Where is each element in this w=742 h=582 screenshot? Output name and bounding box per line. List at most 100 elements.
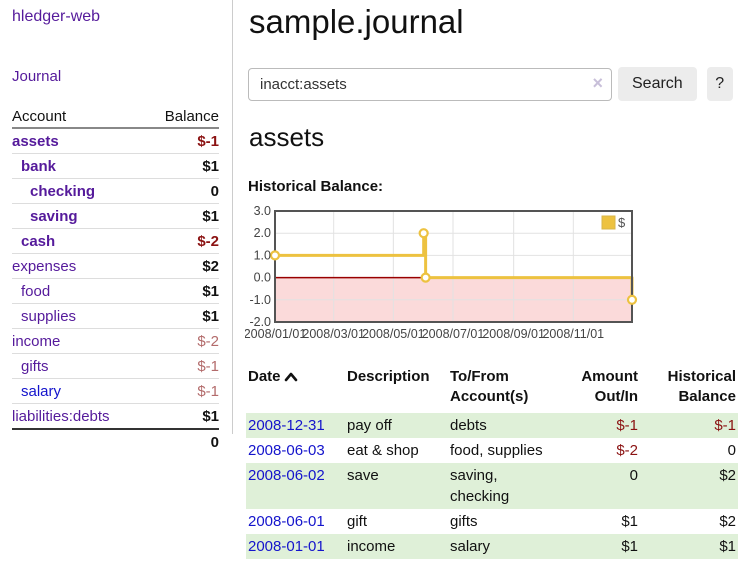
transaction-description: gift	[347, 513, 368, 531]
transaction-balance: $2	[719, 513, 736, 531]
sidebar-account-link-checking[interactable]: checking	[30, 182, 96, 200]
sidebar-account-link-liabilities-debts[interactable]: liabilities:debts	[12, 407, 110, 425]
transaction-balance: $2	[640, 463, 738, 510]
sidebar-account-link-supplies[interactable]: supplies	[21, 307, 77, 325]
svg-text:-2.0: -2.0	[249, 315, 271, 329]
transaction-amount: $1	[560, 534, 640, 560]
col-accounts: To/From Account(s)	[450, 368, 529, 406]
transaction-accounts: gifts	[450, 513, 478, 531]
svg-text:-1.0: -1.0	[249, 293, 271, 307]
sidebar-account-row: expenses $2	[12, 253, 219, 278]
sidebar-account-row: liabilities:debts $1	[12, 403, 219, 428]
transaction-amount: 0	[560, 463, 640, 510]
account-balance: $1	[202, 207, 219, 225]
col-date[interactable]: Date	[246, 363, 345, 413]
sidebar-account-row: bank $1	[12, 153, 219, 178]
account-balance: $1	[202, 407, 219, 425]
register-row: 2008-06-02 save saving, checking 0 $2	[246, 463, 738, 510]
transaction-amount: $-2	[616, 442, 638, 460]
transaction-date-link[interactable]: 2008-06-02	[248, 467, 325, 485]
transaction-date-link[interactable]: 2008-06-03	[248, 442, 325, 460]
svg-text:1.0: 1.0	[254, 249, 271, 263]
transaction-accounts: debts	[448, 413, 560, 439]
svg-text:2008/11/01: 2008/11/01	[542, 327, 604, 341]
sidebar-account-row: salary $-1	[12, 378, 219, 403]
svg-text:$: $	[618, 215, 626, 230]
sidebar-accounts-body: assets $-1 bank $1 checking 0 saving $1 cash $-2 e…	[12, 129, 219, 428]
transaction-balance: $1	[640, 534, 738, 560]
accounts-col-balance: Balance	[164, 108, 219, 125]
page-title: sample.journal	[249, 3, 464, 40]
sidebar-account-row: checking 0	[12, 178, 219, 203]
sidebar-account-row: food $1	[12, 278, 219, 303]
accounts-table-header: Account Balance	[12, 103, 219, 129]
sidebar-account-link-income[interactable]: income	[12, 332, 61, 350]
register-header-row: Date Description To/From Account(s) Amou…	[246, 363, 738, 413]
sidebar-account-link-gifts[interactable]: gifts	[21, 357, 49, 375]
sidebar-account-link-food[interactable]: food	[21, 282, 51, 300]
register-table: Date Description To/From Account(s) Amou…	[246, 363, 738, 560]
transaction-date-link[interactable]: 2008-12-31	[248, 417, 325, 435]
account-balance: $-2	[197, 232, 219, 250]
accounts-table: Account Balance assets $-1 bank $1 checking 0…	[12, 103, 219, 454]
register-row: 2008-12-31 pay off debts $-1 $-1	[246, 413, 738, 439]
register-row: 2008-06-01 gift gifts $1 $2	[246, 509, 738, 534]
accounts-total-value: 0	[210, 433, 219, 451]
account-balance: $1	[202, 282, 219, 300]
svg-text:2008/09/01: 2008/09/01	[482, 327, 545, 341]
transaction-date-link[interactable]: 2008-06-01	[248, 513, 325, 531]
transaction-amount: $-1	[560, 413, 640, 439]
account-balance: $1	[202, 307, 219, 325]
brand-link[interactable]: hledger-web	[12, 8, 101, 25]
historical-balance-chart: $3.0 2.0 1.0 0.0 -1.0 -2.0 2008/01/01 2008/03/0…	[244, 204, 742, 349]
account-balance: $2	[202, 257, 219, 275]
search-form: × Search ?	[248, 67, 738, 102]
svg-text:2008/01/01: 2008/01/01	[245, 327, 306, 341]
register-row: 2008-06-03 eat & shop food, supplies $-2 0	[246, 438, 738, 463]
account-balance: $-1	[197, 132, 219, 150]
sidebar-account-row: supplies $1	[12, 303, 219, 328]
sidebar-account-link-bank[interactable]: bank	[21, 157, 57, 175]
transaction-date-link[interactable]: 2008-01-01	[248, 538, 325, 556]
main-content: sample.journal × Search ? assets Histori…	[244, 0, 738, 560]
account-balance: $-1	[197, 382, 219, 400]
search-button[interactable]: Search	[618, 67, 697, 102]
svg-text:2.0: 2.0	[254, 226, 271, 240]
account-heading: assets	[249, 122, 325, 153]
transaction-accounts: saving, checking	[448, 463, 560, 510]
svg-text:2008/07/01: 2008/07/01	[422, 327, 485, 341]
search-input[interactable]	[248, 67, 612, 101]
svg-text:2008/03/01: 2008/03/01	[302, 327, 365, 341]
account-balance: 0	[210, 182, 219, 200]
transaction-description: eat & shop	[347, 442, 419, 460]
accounts-total-row: 0	[12, 428, 219, 454]
sidebar-account-row: gifts $-1	[12, 353, 219, 378]
account-balance: $1	[202, 157, 219, 175]
sidebar-account-link-expenses[interactable]: expenses	[12, 257, 77, 275]
help-button[interactable]: ?	[706, 67, 733, 102]
chart-title: Historical Balance:	[248, 178, 384, 196]
sidebar-account-row: cash $-2	[12, 228, 219, 253]
svg-text:0.0: 0.0	[254, 271, 271, 285]
transaction-description: pay off	[345, 413, 448, 439]
sidebar-account-link-assets[interactable]: assets	[12, 132, 59, 150]
transaction-description: save	[345, 463, 448, 510]
col-balance: Historical Balance	[667, 368, 736, 406]
account-balance: $-1	[197, 357, 219, 375]
sidebar-item-journal[interactable]: Journal	[12, 68, 62, 85]
sidebar-account-row: assets $-1	[12, 129, 219, 153]
sidebar-account-row: saving $1	[12, 203, 219, 228]
svg-text:3.0: 3.0	[254, 204, 271, 218]
search-box: ×	[248, 67, 612, 101]
transaction-accounts: salary	[448, 534, 560, 560]
sidebar-account-link-saving[interactable]: saving	[30, 207, 78, 225]
col-description: Description	[347, 368, 430, 386]
sidebar-account-row: income $-2	[12, 328, 219, 353]
register-row: 2008-01-01 income salary $1 $1	[246, 534, 738, 560]
chart-canvas: $3.0 2.0 1.0 0.0 -1.0 -2.02008/01/012008/03/0…	[244, 204, 638, 341]
sidebar-account-link-cash[interactable]: cash	[21, 232, 56, 250]
transaction-accounts: food, supplies	[450, 442, 543, 460]
clear-search-icon[interactable]: ×	[592, 72, 603, 93]
account-balance: $-2	[197, 332, 219, 350]
sidebar-account-link-salary[interactable]: salary	[21, 382, 62, 400]
